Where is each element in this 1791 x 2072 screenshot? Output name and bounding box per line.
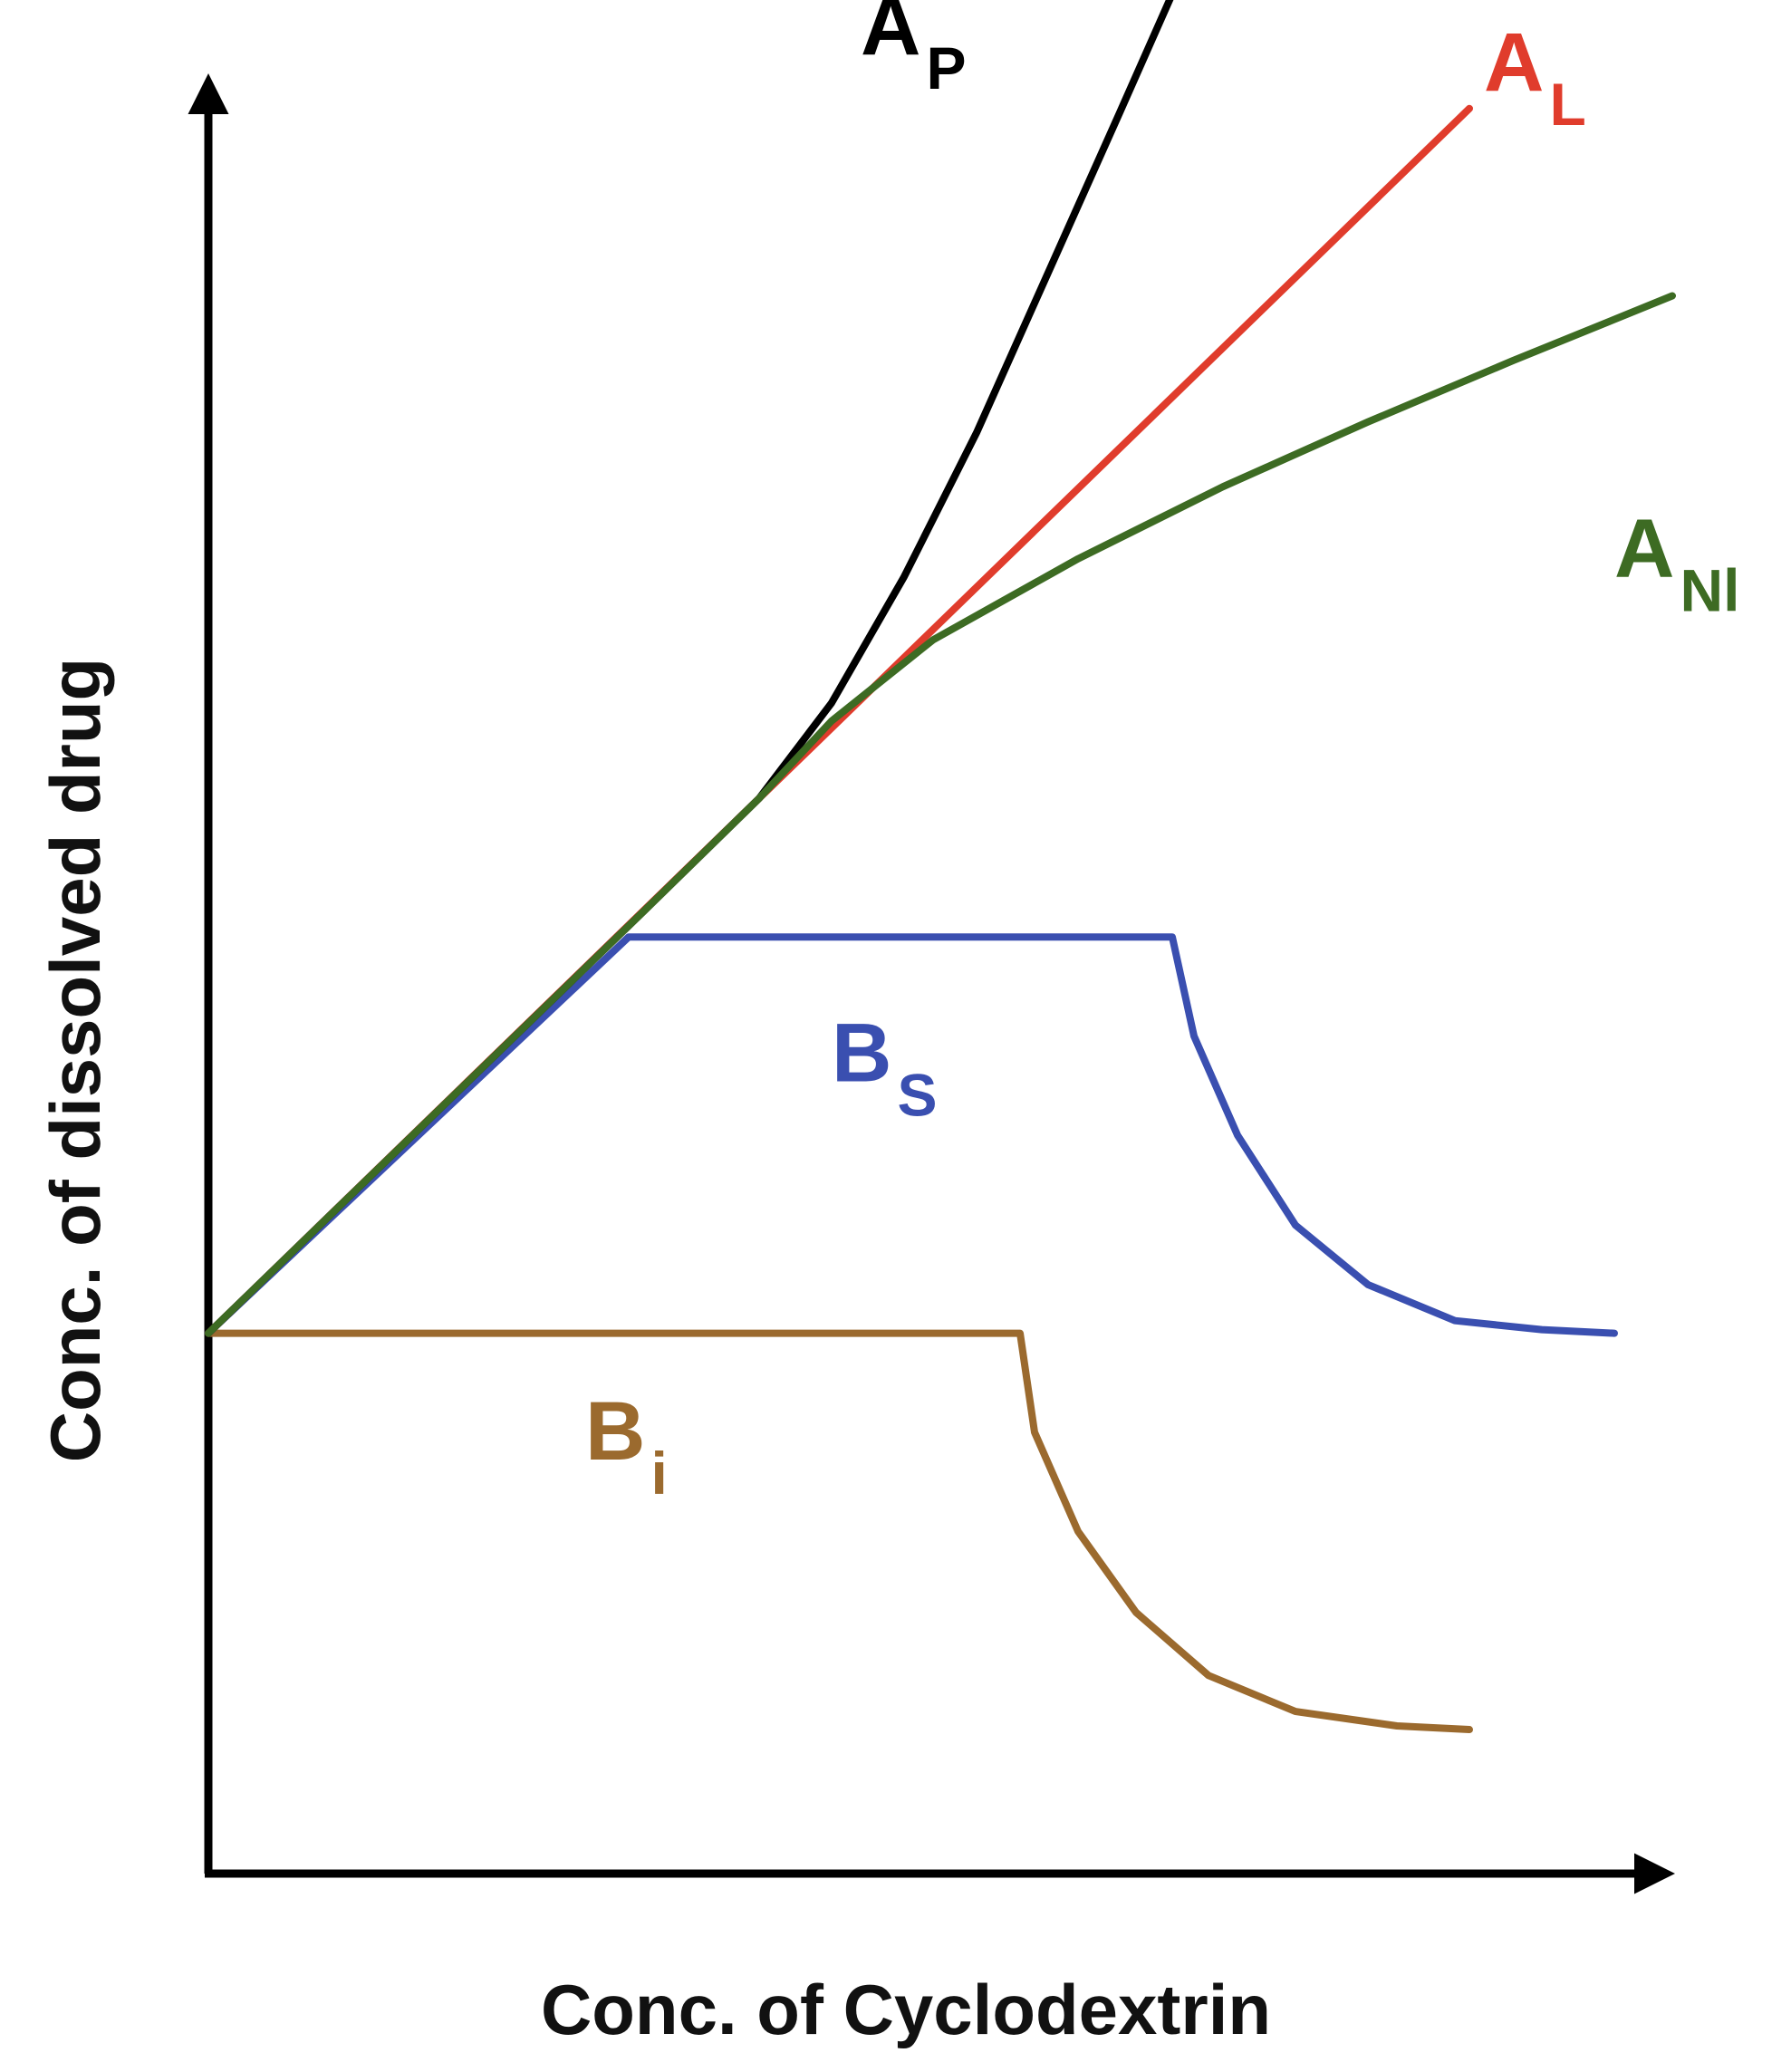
series-label-al: AL	[1484, 16, 1586, 138]
series-label-main: A	[861, 0, 920, 72]
series-label-main: A	[1614, 503, 1674, 595]
series-label-subscript: P	[926, 34, 966, 101]
series-label-bs: BS	[832, 1007, 937, 1128]
series-line-ap	[205, 0, 1174, 1337]
series-label-bi: Bi	[585, 1385, 668, 1507]
x-axis-title: Conc. of Cyclodextrin	[541, 1970, 1271, 2049]
series-label-subscript: S	[897, 1061, 937, 1128]
y-axis-title: Conc. of dissolved drug	[35, 658, 115, 1462]
series-label-main: B	[832, 1007, 891, 1099]
series-label-subscript: i	[650, 1440, 667, 1507]
series-line-anl	[205, 292, 1676, 1337]
series-label-main: B	[585, 1385, 645, 1478]
series-layer	[205, 0, 1676, 1733]
series-label-anl: ANl	[1614, 503, 1739, 624]
series-line-bs	[205, 933, 1618, 1337]
series-label-main: A	[1484, 16, 1544, 109]
series-label-subscript: Nl	[1680, 557, 1739, 624]
series-label-ap: AP	[861, 0, 966, 101]
series-line-bi	[205, 1329, 1473, 1733]
series-label-subscript: L	[1549, 71, 1585, 138]
